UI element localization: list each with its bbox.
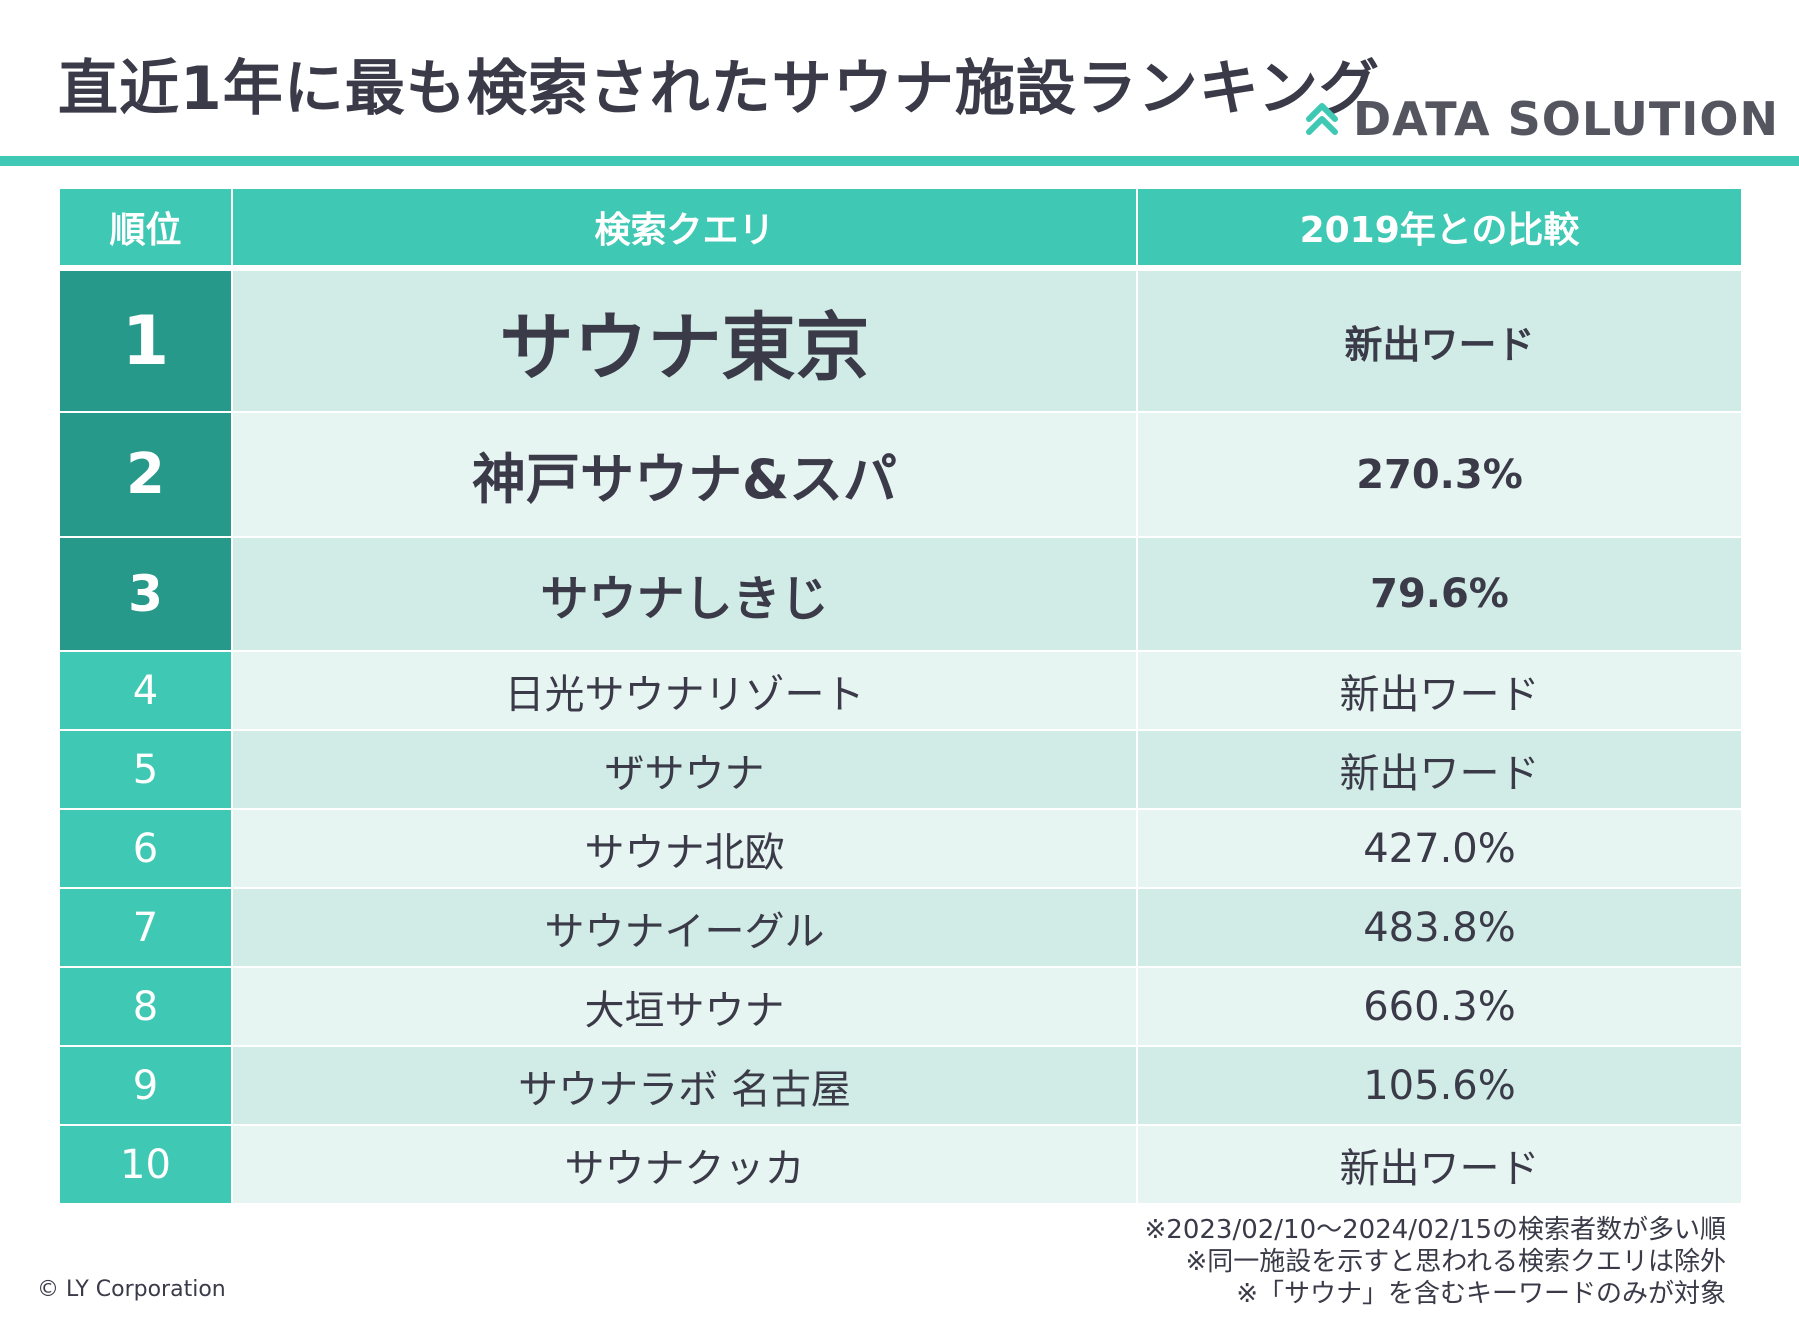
comparison-cell: 270.3% xyxy=(1137,412,1741,538)
rank-cell: 2 xyxy=(60,412,233,538)
query-cell: サウナしきじ xyxy=(232,537,1138,652)
query-cell: サウナ北欧 xyxy=(232,809,1138,889)
footnote: ※2023/02/10～2024/02/15の検索者数が多い順 xyxy=(1144,1215,1727,1245)
table-row: 1 サウナ東京 新出ワード xyxy=(60,268,1741,413)
footnotes: ※2023/02/10～2024/02/15の検索者数が多い順 ※同一施設を示す… xyxy=(1145,1214,1727,1310)
comparison-cell: 新出ワード xyxy=(1137,1125,1741,1205)
rank-cell: 3 xyxy=(60,537,233,652)
table-row: 5 ザサウナ 新出ワード xyxy=(60,730,1741,810)
rank-cell: 8 xyxy=(60,967,233,1047)
comparison-cell: 660.3% xyxy=(1137,967,1741,1047)
footnote: ※同一施設を示すと思われる検索クエリは除外 xyxy=(1185,1247,1727,1277)
table-row: 7 サウナイーグル 483.8% xyxy=(60,888,1741,968)
query-cell: 日光サウナリゾート xyxy=(232,651,1138,731)
table-row: 4 日光サウナリゾート 新出ワード xyxy=(60,651,1741,731)
footnote: ※「サウナ」を含むキーワードのみが対象 xyxy=(1236,1279,1726,1309)
rank-cell: 10 xyxy=(60,1125,233,1205)
query-cell: 大垣サウナ xyxy=(232,967,1138,1047)
table-row: 10 サウナクッカ 新出ワード xyxy=(60,1125,1741,1205)
table-row: 3 サウナしきじ 79.6% xyxy=(60,537,1741,652)
comparison-cell: 483.8% xyxy=(1137,888,1741,968)
rank-cell: 6 xyxy=(60,809,233,889)
rank-cell: 9 xyxy=(60,1046,233,1126)
query-cell: サウナイーグル xyxy=(232,888,1138,968)
table-row: 6 サウナ北欧 427.0% xyxy=(60,809,1741,889)
header-rank: 順位 xyxy=(60,189,233,268)
rank-cell: 4 xyxy=(60,651,233,731)
query-cell: サウナラボ 名古屋 xyxy=(232,1046,1138,1126)
page-title: 直近1年に最も検索されたサウナ施設ランキング xyxy=(58,54,1380,124)
header-divider xyxy=(0,156,1799,166)
header-query: 検索クエリ xyxy=(232,189,1138,268)
comparison-cell: 新出ワード xyxy=(1137,268,1741,413)
copyright: © LY Corporation xyxy=(37,1277,226,1302)
query-cell: 神戸サウナ&スパ xyxy=(232,412,1138,538)
rank-cell: 1 xyxy=(60,268,233,413)
table-row: 8 大垣サウナ 660.3% xyxy=(60,967,1741,1047)
table-row: 9 サウナラボ 名古屋 105.6% xyxy=(60,1046,1741,1126)
brand-name: DATA SOLUTION xyxy=(1353,92,1779,146)
table-header-row: 順位 検索クエリ 2019年との比較 xyxy=(60,189,1741,268)
query-cell: ザサウナ xyxy=(232,730,1138,810)
brand-logo: DATA SOLUTION xyxy=(1305,92,1779,146)
comparison-cell: 105.6% xyxy=(1137,1046,1741,1126)
comparison-cell: 427.0% xyxy=(1137,809,1741,889)
comparison-cell: 79.6% xyxy=(1137,537,1741,652)
comparison-cell: 新出ワード xyxy=(1137,651,1741,731)
query-cell: サウナ東京 xyxy=(232,268,1138,413)
double-chevron-up-icon xyxy=(1305,99,1339,139)
ranking-table: 順位 検索クエリ 2019年との比較 1 サウナ東京 新出ワード 2 神戸サウナ… xyxy=(60,189,1741,1205)
header-comparison: 2019年との比較 xyxy=(1137,189,1741,268)
rank-cell: 7 xyxy=(60,888,233,968)
rank-cell: 5 xyxy=(60,730,233,810)
query-cell: サウナクッカ xyxy=(232,1125,1138,1205)
comparison-cell: 新出ワード xyxy=(1137,730,1741,810)
table-row: 2 神戸サウナ&スパ 270.3% xyxy=(60,412,1741,538)
